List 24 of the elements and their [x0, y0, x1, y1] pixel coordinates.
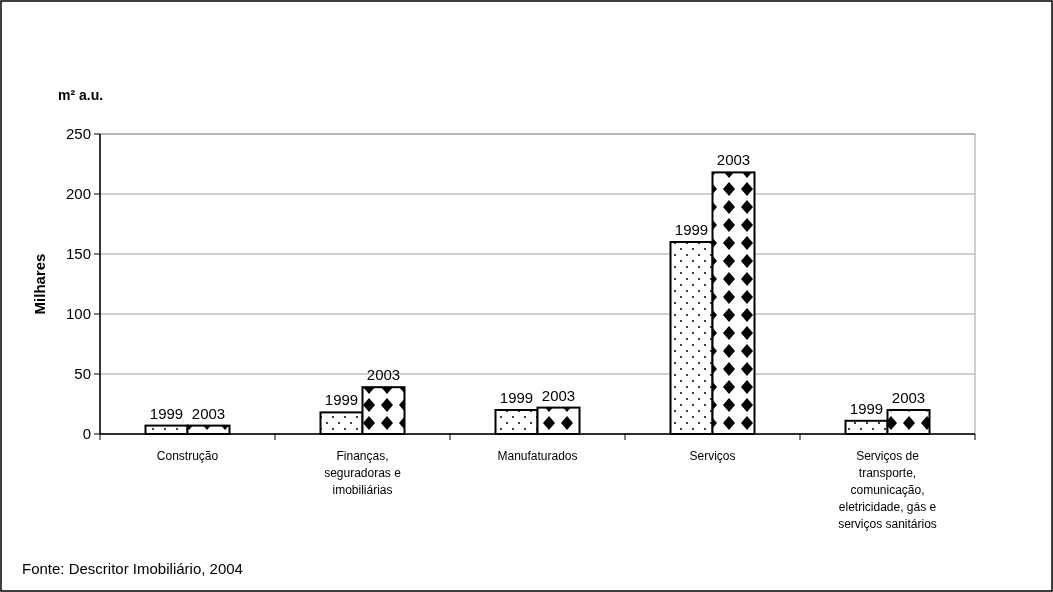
x-tick-label: Manufaturados	[497, 449, 578, 463]
y-tick-label: 100	[65, 305, 91, 323]
text: 1999	[324, 391, 359, 409]
text: 1999	[674, 221, 709, 238]
series-label: 1999	[149, 404, 184, 422]
y-tick-label: 50	[74, 365, 91, 383]
text: 1999	[849, 399, 884, 417]
source-note: Fonte: Descritor Imobiliário, 2004	[22, 560, 243, 577]
text: 2003	[366, 366, 401, 384]
y-tick-label: 150	[65, 245, 91, 263]
y-tick-label: 0	[82, 425, 91, 443]
series-label: 2003	[191, 404, 226, 422]
x-tick-label: Serviços	[689, 449, 736, 463]
y-tick-label: 250	[65, 125, 91, 143]
x-tick-label: Construção	[156, 449, 219, 463]
text: 2003	[541, 386, 576, 404]
y-tick-label: 200	[65, 185, 91, 203]
x-tick-label: Serviços de transporte, comunicação, eletricidade, gás e serviços sanitários	[838, 449, 937, 531]
x-tick-label: Finanças, seguradoras e imobiliárias	[324, 449, 402, 497]
text: 2003	[716, 151, 751, 169]
text: 2003	[891, 389, 926, 406]
text: m² a.u.	[58, 87, 104, 103]
text: 1999	[499, 389, 534, 406]
y-axis-title: Milhares	[31, 253, 48, 315]
